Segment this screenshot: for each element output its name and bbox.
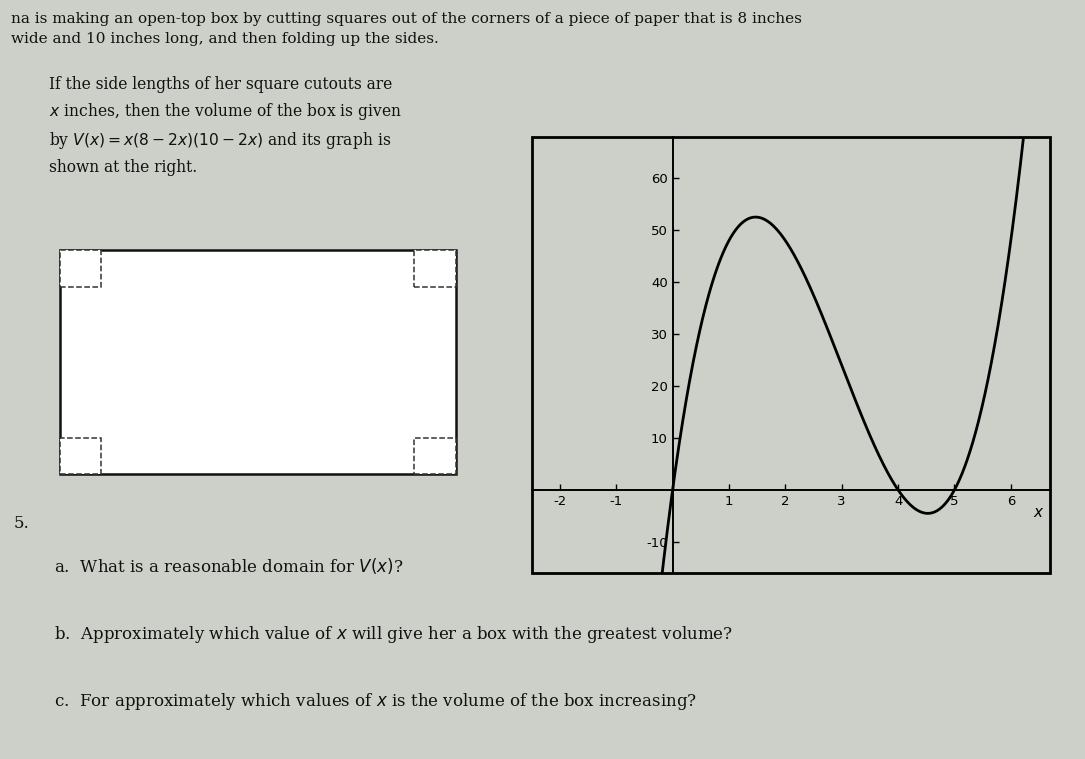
Text: wide and 10 inches long, and then folding up the sides.: wide and 10 inches long, and then foldin… [11, 32, 438, 46]
Text: b.  Approximately which value of $x$ will give her a box with the greatest volum: b. Approximately which value of $x$ will… [54, 624, 733, 645]
Text: na is making an open-top box by cutting squares out of the corners of a piece of: na is making an open-top box by cutting … [11, 12, 802, 26]
Text: c.  For approximately which values of $x$ is the volume of the box increasing?: c. For approximately which values of $x$… [54, 691, 698, 712]
Bar [532, 137, 1050, 573]
Text: $x$: $x$ [1033, 505, 1045, 519]
Bar [60, 250, 101, 287]
Text: 5.: 5. [14, 515, 30, 531]
Text: a.  What is a reasonable domain for $V(x)$?: a. What is a reasonable domain for $V(x)… [54, 556, 404, 575]
Bar [414, 250, 456, 287]
Text: If the side lengths of her square cutouts are
$x$ inches, then the volume of the: If the side lengths of her square cutout… [49, 76, 401, 175]
Bar [414, 438, 456, 474]
Bar [60, 438, 101, 474]
FancyBboxPatch shape [60, 250, 456, 474]
